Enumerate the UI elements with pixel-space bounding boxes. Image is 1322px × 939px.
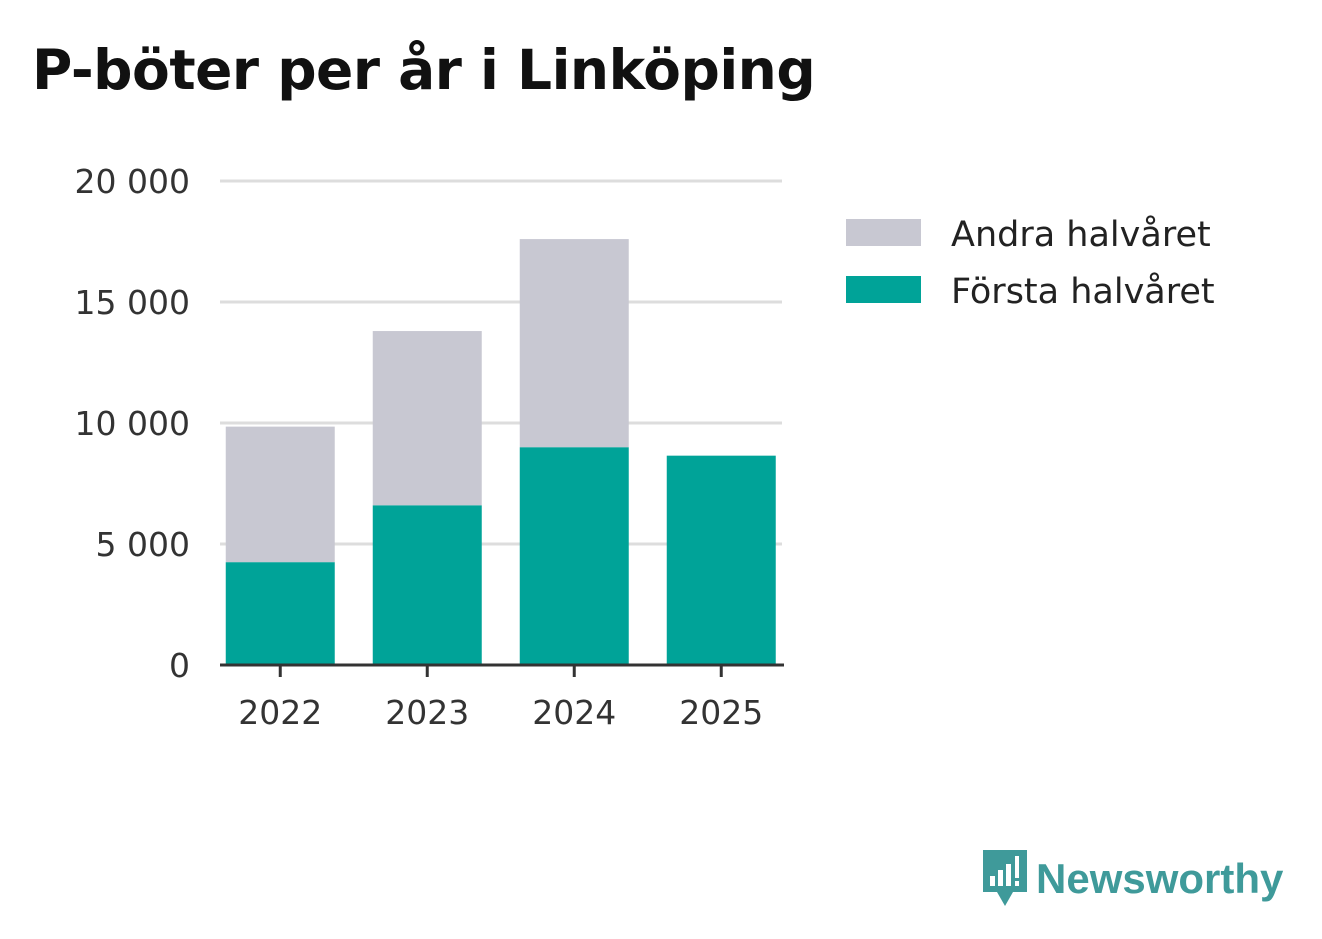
x-tick-label: 2024 — [532, 693, 616, 732]
legend-label: Första halvåret — [951, 271, 1215, 312]
x-axis — [220, 663, 784, 677]
y-tick-label: 5 000 — [96, 525, 190, 564]
legend-label: Andra halvåret — [951, 214, 1211, 255]
bar-segment — [372, 505, 482, 665]
legend-swatch — [846, 219, 921, 246]
legend-swatch — [846, 276, 921, 303]
x-tick-label: 2023 — [385, 693, 469, 732]
legend: Andra halvåret Första halvåret — [846, 214, 1215, 312]
bar-segment — [372, 331, 482, 506]
bars — [225, 239, 776, 665]
bar-segment — [225, 426, 335, 563]
bar-segment — [666, 455, 776, 665]
brand: Newsworthy — [980, 848, 1283, 910]
y-tick-label: 10 000 — [75, 404, 190, 443]
y-tick-label: 20 000 — [75, 162, 190, 201]
newsworthy-logo-icon — [983, 850, 1027, 906]
y-axis: 0 5 000 10 000 15 000 20 000 — [75, 162, 190, 685]
bar-segment — [225, 562, 335, 665]
x-tick-label: 2025 — [679, 693, 763, 732]
chart-title: P-böter per år i Linköping — [32, 38, 816, 102]
x-tick-label: 2022 — [238, 693, 322, 732]
brand-name: Newsworthy — [1036, 855, 1284, 902]
bar-segment — [519, 239, 629, 448]
bar-segment — [519, 447, 629, 665]
x-tick-labels: 2022 2023 2024 2025 — [238, 693, 763, 732]
y-tick-label: 15 000 — [75, 283, 190, 322]
y-tick-label: 0 — [169, 646, 190, 685]
